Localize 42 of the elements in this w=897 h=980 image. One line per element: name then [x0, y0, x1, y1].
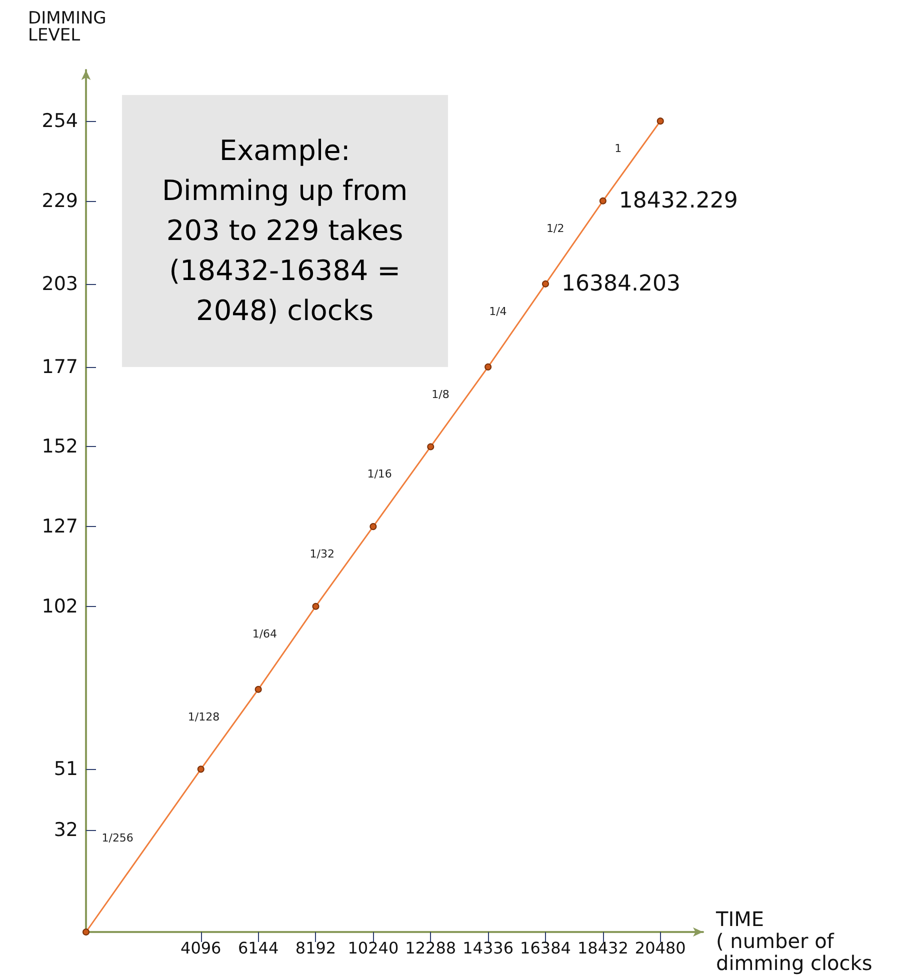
annotation: 1/64 [252, 627, 278, 640]
point [542, 280, 549, 288]
x-tick-label: 6144 [238, 938, 279, 958]
point [656, 118, 664, 125]
point [254, 686, 262, 693]
point [484, 363, 492, 370]
y-tick-label: 229 [42, 190, 78, 212]
x-tick-label: 14336 [462, 938, 514, 958]
annotation: 1/32 [310, 548, 334, 561]
annotation: 1/2 [546, 222, 564, 235]
y-tick-label: 127 [42, 516, 78, 538]
annotation: 1/256 [102, 832, 134, 845]
annotation: 1/16 [367, 468, 392, 481]
annotation: 1 [614, 142, 622, 156]
point [599, 197, 606, 204]
x-tick-label: 4096 [180, 938, 222, 958]
y-tick-label: 203 [42, 272, 78, 295]
x-tick-label: 8192 [295, 938, 336, 958]
point [312, 602, 320, 610]
y-tick-label: 254 [42, 110, 78, 132]
point [197, 766, 204, 773]
x-tick-label: 16384 [520, 938, 571, 958]
y-tick-label: 51 [54, 758, 78, 780]
point [82, 928, 90, 936]
y-tick-label: 152 [42, 436, 78, 458]
annotation: 18432.229 [618, 188, 738, 214]
point [370, 523, 377, 530]
annotation: 16384.203 [561, 271, 680, 296]
x-tick-label: 18432 [577, 938, 628, 958]
annotation: 1/8 [432, 388, 450, 401]
x-tick-label: 20480 [634, 938, 686, 958]
x-tick-label: 10240 [348, 938, 399, 958]
y-tick-label: 32 [54, 818, 78, 841]
annotation: 1/128 [188, 710, 220, 724]
point [427, 443, 434, 450]
note-box: Example: Dimming up from 203 to 229 takes (18432-16384 = 2048) clocks [122, 95, 448, 367]
y-axis-title: DIMMING LEVEL [28, 8, 106, 46]
x-tick-label: 12288 [405, 938, 456, 958]
y-tick-label: 177 [42, 356, 78, 378]
x-axis-title: TIME ( number of dimming clocks [715, 907, 872, 975]
y-tick-label: 102 [42, 595, 78, 618]
annotation: 1/4 [489, 304, 507, 318]
